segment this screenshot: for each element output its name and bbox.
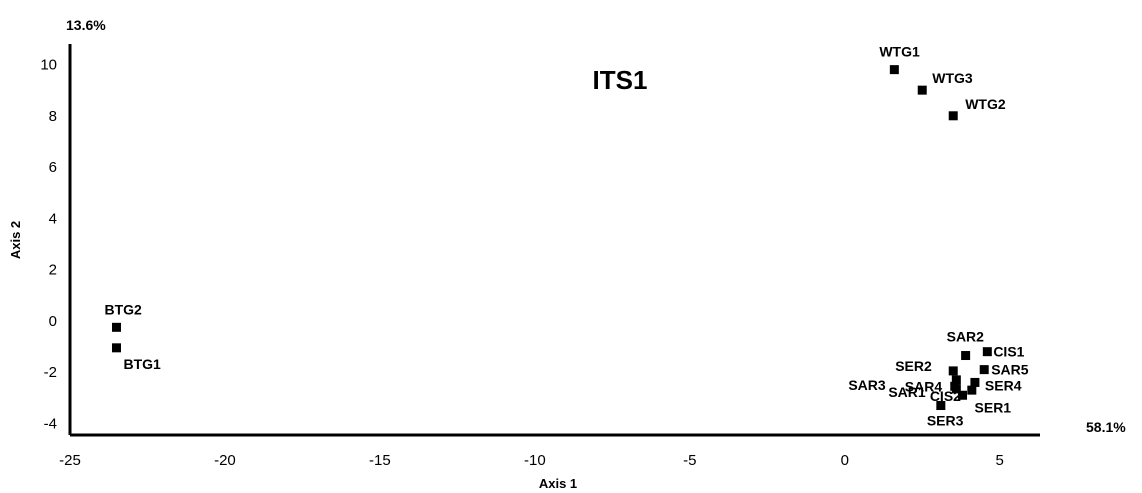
y-tick-labels: -4 -2 0 2 4 6 8 10 [40,57,57,433]
data-point-label: SAR2 [947,329,985,345]
x-tick-label: 0 [841,452,849,469]
x-tick-label: -20 [214,452,236,469]
data-point-label: SAR4 [905,378,943,394]
data-point-label: SAR3 [848,377,886,393]
data-point-marker [917,85,927,95]
data-point-marker [951,384,961,394]
data-point-label: WTG1 [879,44,920,60]
chart-title: ITS1 [593,65,648,95]
data-point-label: SER3 [927,413,964,429]
y-tick-label: 10 [40,57,57,74]
data-point-label: SAR5 [991,362,1029,378]
x-variance-label: 58.1% [1086,419,1126,435]
x-tick-label: -15 [369,452,391,469]
data-point-marker [936,401,946,411]
x-tick-label: -10 [524,452,546,469]
data-point-marker [111,343,121,353]
data-point-marker [970,377,980,387]
y-axis-label: Axis 2 [8,221,23,259]
y-tick-label: 0 [49,313,57,330]
data-point-marker [948,111,958,121]
x-tick-labels: -25 -20 -15 -10 -5 0 5 [59,452,1004,469]
y-tick-label: -4 [44,415,57,432]
data-point-label: WTG2 [965,96,1006,112]
y-tick-label: 2 [49,262,57,279]
y-tick-label: -2 [44,364,57,381]
y-tick-label: 6 [49,159,57,176]
axes [68,44,1040,437]
y-tick-label: 8 [49,108,57,125]
data-point-label: CIS1 [993,344,1024,360]
data-point-marker [948,366,958,376]
data-point-label: WTG3 [932,70,973,86]
data-point-marker [961,351,971,361]
data-point-label: SER2 [895,358,932,374]
data-points: WTG1 WTG3 WTG2 BTG2 BTG1 SAR2 CIS1 SER2 SAR3 SAR4… [104,44,1028,429]
data-point-label: BTG2 [104,301,142,317]
data-point-label: CIS2 [930,388,961,404]
x-axis-label: Axis 1 [539,476,577,491]
data-point-marker [967,385,977,395]
data-point-marker [951,375,961,385]
data-point-marker [111,322,121,332]
data-point-label: SER4 [985,377,1022,393]
data-point-marker [979,365,989,375]
x-tick-label: -5 [683,452,696,469]
y-variance-label: 13.6% [66,17,106,33]
x-tick-label: -25 [59,452,81,469]
data-point-marker [982,347,992,357]
data-point-label: SAR1 [888,384,926,400]
data-point-label: SER1 [975,399,1012,415]
data-point-label: BTG1 [123,356,161,372]
data-point-marker [958,390,968,400]
data-point-marker [889,65,899,75]
y-tick-label: 4 [49,210,57,227]
x-tick-label: 5 [996,452,1004,469]
